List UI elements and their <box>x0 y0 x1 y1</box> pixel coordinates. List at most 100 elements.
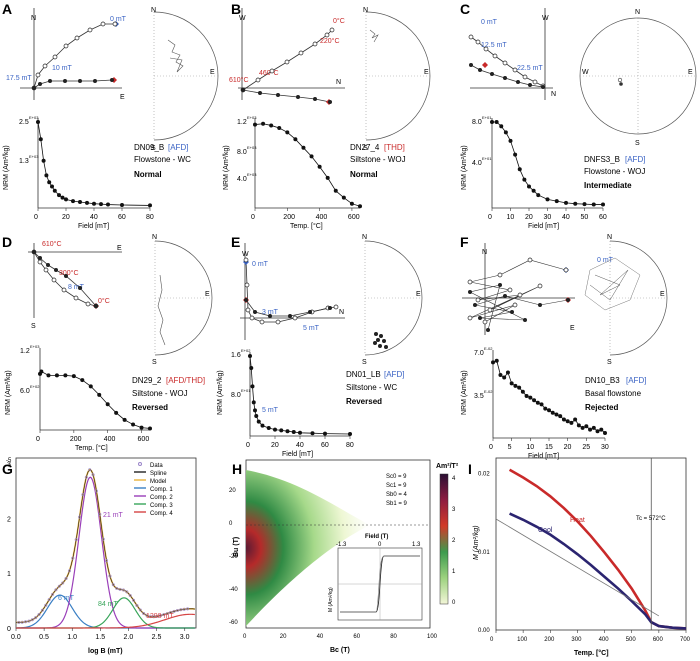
nrm-point <box>561 417 566 422</box>
nrm-point <box>148 203 152 208</box>
zij-closed-point <box>64 274 68 278</box>
h-y-tick-label: -60 <box>229 620 238 626</box>
panel-a: A N E 0 mT 10 mT 17.5 mT N E S 2. <box>2 1 219 230</box>
nrm-xlabel: Temp. [°C] <box>75 444 108 452</box>
zij-axis-top: W <box>542 15 549 22</box>
zij-label: 10 mT <box>52 65 73 72</box>
nrm-point <box>513 152 518 157</box>
sample-lith: Siltstone - WOJ <box>132 389 188 398</box>
sample-name: DN09_B <box>134 143 164 152</box>
nrm-max-exp: E+02 <box>241 348 251 353</box>
nrm-x-tick-label: 10 <box>507 214 515 221</box>
zij-label: 5 mT <box>303 325 320 332</box>
g-data-point <box>132 598 136 602</box>
g-data-point <box>172 609 176 613</box>
nrm-point <box>85 200 89 205</box>
nrm-point <box>502 375 507 380</box>
nrm-point <box>273 427 277 432</box>
nrm-point <box>498 373 503 377</box>
zij-closed-point <box>46 263 50 267</box>
nrm-mid-exp: E+02 <box>30 384 40 389</box>
nrm-point <box>550 410 555 415</box>
zij-label: 0°C <box>98 297 110 305</box>
zij-axis-top: N <box>482 249 487 256</box>
g-data-point <box>61 581 65 585</box>
i-ticks: 0 100 200 300 400 500 600 700 0.00 0.01 0.02 <box>478 472 691 643</box>
zij-open-point <box>492 53 498 59</box>
zij-closed-point <box>54 268 58 272</box>
nrm-point <box>522 177 527 182</box>
zij-closed-point <box>313 97 317 101</box>
stereo-n: N <box>607 234 612 241</box>
nrm-mid-exp: E-02 <box>484 389 493 394</box>
g-data-point <box>98 512 102 516</box>
h-param: Sb0 = 4 <box>386 492 408 498</box>
zij-closed-point <box>490 72 494 76</box>
nrm-point <box>46 373 51 378</box>
h-inset-loop <box>340 555 420 613</box>
stereo-e: E <box>416 291 421 298</box>
zij-label: 220°C <box>320 37 340 45</box>
sample-name: DN10_B3 <box>585 376 620 385</box>
zij-open-point <box>502 60 508 66</box>
nrm-point <box>97 392 102 397</box>
zij-open-point <box>324 32 330 38</box>
zij-open-point <box>475 39 481 45</box>
zij-open-point <box>255 77 261 83</box>
nrm-point <box>543 406 548 411</box>
h-inset-tick: 1.3 <box>412 542 421 548</box>
g-legend-swatch <box>138 462 142 466</box>
h-x-tick-label: 20 <box>280 634 287 640</box>
nrm-point <box>251 400 256 405</box>
nrm-x-tick-label: 200 <box>70 436 82 443</box>
zij-open-point <box>249 315 255 321</box>
h-param: Sb1 = 9 <box>386 501 408 507</box>
i-xlabel: Temp. [°C] <box>574 649 609 657</box>
nrm-point <box>253 122 257 127</box>
zij-label: 300°C <box>59 269 79 277</box>
nrm-x-tick-label: 30 <box>601 444 609 451</box>
nrm-point <box>253 408 257 413</box>
g-data-point <box>155 614 159 618</box>
zij-open-point <box>522 74 528 80</box>
zij-closed-point <box>268 314 272 318</box>
nrm-point <box>310 431 315 436</box>
zij-open-point <box>112 21 118 27</box>
nrm-point <box>580 425 585 430</box>
h-xlabel: Bc (T) <box>330 647 350 654</box>
stereo-n: N <box>363 7 368 14</box>
g-data-point <box>162 613 166 617</box>
g-xlabel: log B (mT) <box>88 648 123 655</box>
nrm-point <box>36 120 40 124</box>
h-y-tick-label: -40 <box>229 587 238 593</box>
g-exp: -5 <box>6 458 12 464</box>
stereonet <box>364 240 423 356</box>
sample-tag: [AFD] <box>168 143 188 152</box>
g-x-tick-label: 2.5 <box>152 634 162 641</box>
h-colorbar-tick: 1 <box>452 569 456 575</box>
h-x-tick-label: 0 <box>243 634 247 640</box>
nrm-point <box>291 430 296 434</box>
zij-closed-point <box>32 250 36 254</box>
g-data-point <box>148 615 152 619</box>
nrm-point <box>279 428 284 433</box>
g-legend-label: Model <box>150 479 166 485</box>
i-cool-label: Cool <box>538 527 553 534</box>
zij-closed-point <box>541 85 545 89</box>
g-data-point <box>91 473 95 477</box>
stereo-e: E <box>660 291 665 298</box>
stereo-w: W <box>582 69 589 76</box>
nrm-x-tick-label: 400 <box>104 436 116 443</box>
stereo-e: E <box>205 291 210 298</box>
panel-h: H Bu (T) Bc (T) Sc0 = 9 <box>229 459 459 654</box>
zij-open-point <box>35 72 41 78</box>
g-data-point <box>121 588 125 592</box>
zij-closed-point <box>78 286 82 290</box>
zij-label: 8 mT <box>68 284 85 291</box>
nrm-mid: 6.0 <box>20 388 30 395</box>
h-colorbar-tick: 0 <box>452 600 456 606</box>
g-data-point <box>74 538 78 542</box>
nrm-max: 1.2 <box>237 119 247 126</box>
panel-f: F N E 0 mT N E S 7.0 E-02 3.5 E-02 NRM (… <box>460 234 668 460</box>
nrm-point <box>47 180 52 185</box>
